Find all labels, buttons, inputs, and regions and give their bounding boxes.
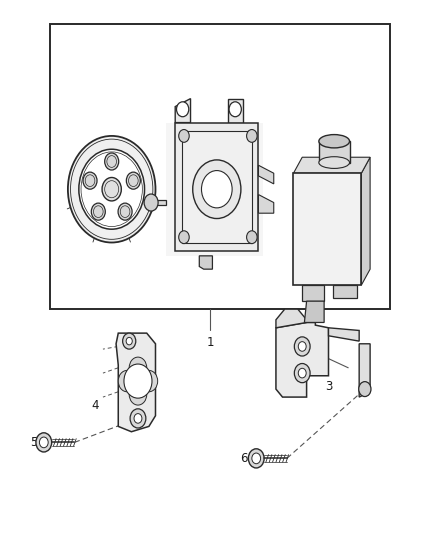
Circle shape [298, 368, 306, 378]
Circle shape [126, 172, 140, 189]
Text: 5: 5 [30, 436, 37, 449]
Text: 4: 4 [91, 399, 99, 411]
Polygon shape [166, 123, 263, 256]
Circle shape [294, 364, 310, 383]
Circle shape [129, 384, 147, 405]
Polygon shape [153, 200, 166, 205]
Polygon shape [333, 285, 357, 298]
Polygon shape [228, 99, 243, 123]
Circle shape [359, 382, 371, 397]
Polygon shape [258, 195, 274, 213]
Circle shape [252, 453, 261, 464]
Text: 6: 6 [240, 452, 247, 465]
Polygon shape [276, 322, 328, 397]
Ellipse shape [319, 157, 350, 168]
Circle shape [118, 203, 132, 220]
Bar [293, 173, 361, 285]
Text: 1: 1 [206, 336, 214, 349]
Circle shape [36, 433, 52, 452]
Circle shape [68, 136, 155, 243]
Circle shape [126, 337, 132, 345]
Circle shape [248, 449, 264, 468]
Text: 3: 3 [325, 380, 333, 393]
Polygon shape [302, 285, 324, 301]
Circle shape [83, 172, 97, 189]
Circle shape [124, 364, 152, 398]
Circle shape [247, 231, 257, 244]
Polygon shape [328, 328, 359, 341]
Circle shape [140, 370, 158, 392]
Circle shape [105, 153, 119, 170]
Circle shape [102, 177, 121, 201]
Polygon shape [175, 123, 258, 251]
Circle shape [177, 102, 189, 117]
Circle shape [134, 414, 142, 423]
Circle shape [179, 130, 189, 142]
Polygon shape [182, 131, 252, 243]
Polygon shape [116, 333, 155, 432]
Circle shape [123, 333, 136, 349]
Polygon shape [293, 157, 370, 173]
Polygon shape [276, 309, 307, 328]
Circle shape [201, 171, 232, 208]
Circle shape [91, 203, 105, 220]
Polygon shape [258, 165, 274, 184]
Ellipse shape [319, 134, 350, 148]
Circle shape [39, 437, 48, 448]
Circle shape [179, 231, 189, 244]
Circle shape [144, 194, 158, 211]
Circle shape [129, 357, 147, 378]
Polygon shape [199, 256, 212, 269]
Circle shape [247, 130, 257, 142]
Bar [50, 24, 390, 309]
Circle shape [294, 337, 310, 356]
Circle shape [193, 160, 241, 219]
Circle shape [118, 370, 136, 392]
Circle shape [229, 102, 241, 117]
Polygon shape [319, 141, 350, 163]
Text: 2: 2 [293, 187, 300, 200]
Polygon shape [361, 157, 370, 285]
Polygon shape [175, 99, 191, 123]
Circle shape [298, 342, 306, 351]
Polygon shape [304, 301, 324, 322]
Circle shape [79, 149, 145, 229]
Polygon shape [359, 344, 370, 397]
Circle shape [130, 409, 146, 428]
